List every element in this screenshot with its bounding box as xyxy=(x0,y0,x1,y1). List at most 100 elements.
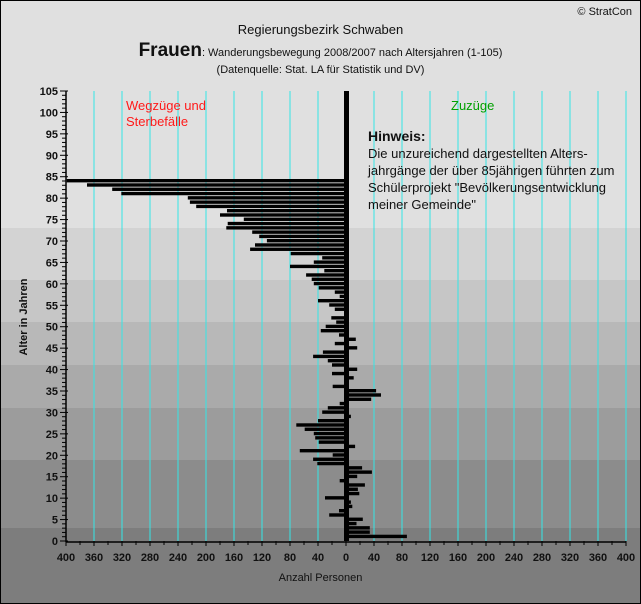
bar-wegzuege xyxy=(332,371,346,376)
x-axis-label: Anzahl Personen xyxy=(278,572,363,584)
bar-wegzuege xyxy=(296,423,346,427)
y-tick-label: 55 xyxy=(46,300,58,312)
x-tick-label: 280 xyxy=(533,552,551,564)
note-box: Hinweis: Die unzureichend dargestellten … xyxy=(368,128,628,213)
y-tick-label: 70 xyxy=(46,236,58,248)
bar-wegzuege xyxy=(322,350,346,354)
bar-wegzuege xyxy=(313,281,346,286)
x-tick-label: 0 xyxy=(343,552,349,564)
bar-wegzuege xyxy=(325,324,346,329)
bar-wegzuege xyxy=(252,230,346,234)
x-tick-label: 320 xyxy=(113,552,131,564)
y-tick-label: 40 xyxy=(46,365,58,377)
y-tick-label: 0 xyxy=(52,536,58,548)
x-tick-label: 120 xyxy=(253,552,271,564)
bar-wegzuege xyxy=(227,209,346,213)
subtitle-description: : Wanderungsbewegung 2008/2007 nach Alte… xyxy=(201,47,503,59)
zero-axis xyxy=(344,91,349,541)
bar-wegzuege xyxy=(317,461,346,466)
bar-wegzuege xyxy=(331,316,346,320)
bar-wegzuege xyxy=(226,226,346,230)
y-tick-label: 85 xyxy=(46,172,58,184)
x-tick-label: 240 xyxy=(505,552,523,564)
bar-zuzuege xyxy=(346,346,358,350)
bar-wegzuege xyxy=(324,269,346,273)
x-tick-label: 120 xyxy=(421,552,439,564)
bar-wegzuege xyxy=(334,290,346,294)
bar-zuzuege xyxy=(346,521,357,526)
bar-zuzuege xyxy=(346,483,365,487)
chart-subtitle: Frauen: Wanderungsbewegung 2008/2007 nac… xyxy=(1,40,640,62)
y-tick-label: 105 xyxy=(40,86,58,98)
x-tick-label: 40 xyxy=(312,552,324,564)
gridlines xyxy=(93,91,627,541)
bar-wegzuege xyxy=(339,509,346,513)
bar-wegzuege xyxy=(339,333,346,337)
bar-zuzuege xyxy=(346,517,363,521)
bar-wegzuege xyxy=(227,221,346,226)
bar-zuzuege xyxy=(346,526,370,530)
bar-wegzuege xyxy=(327,359,346,363)
age-band xyxy=(1,528,640,603)
bar-zuzuege xyxy=(346,470,372,474)
bar-wegzuege xyxy=(339,479,346,483)
chart-title: Regierungsbezirk Schwaben xyxy=(237,22,404,37)
x-tick-label: 80 xyxy=(284,552,296,564)
bar-wegzuege xyxy=(66,179,346,183)
bar-zuzuege xyxy=(346,444,356,449)
x-tick-label: 360 xyxy=(589,552,607,564)
y-tick-label: 80 xyxy=(46,193,58,205)
y-axis-label: Alter in Jahren xyxy=(18,278,30,356)
x-tick-label: 280 xyxy=(141,552,159,564)
bar-wegzuege xyxy=(196,204,346,209)
bar-zuzuege xyxy=(346,397,372,401)
bar-zuzuege xyxy=(346,534,407,539)
bar-wegzuege xyxy=(290,264,346,269)
bar-wegzuege xyxy=(322,256,346,260)
y-tick-label: 30 xyxy=(46,407,58,419)
bar-wegzuege xyxy=(332,384,346,389)
x-tick-label: 160 xyxy=(449,552,467,564)
note-text: Die unzureichend dargestellten Alters-ja… xyxy=(368,146,615,212)
y-tick-label: 15 xyxy=(46,472,58,484)
bar-wegzuege xyxy=(313,431,346,436)
y-tick-label: 5 xyxy=(52,515,58,527)
bar-wegzuege xyxy=(318,419,346,423)
bar-wegzuege xyxy=(243,217,346,221)
bar-wegzuege xyxy=(339,294,346,299)
x-tick-label: 200 xyxy=(477,552,495,564)
bar-wegzuege xyxy=(339,401,346,406)
y-tick-label: 45 xyxy=(46,343,58,355)
bar-wegzuege xyxy=(318,286,346,290)
bar-wegzuege xyxy=(290,251,346,256)
bar-wegzuege xyxy=(220,213,346,217)
bar-wegzuege xyxy=(318,299,346,303)
bar-wegzuege xyxy=(250,247,346,251)
x-tick-label: 240 xyxy=(169,552,187,564)
bar-wegzuege xyxy=(304,427,346,431)
note-title: Hinweis: xyxy=(368,128,426,144)
bar-wegzuege xyxy=(332,453,346,457)
age-band xyxy=(1,322,640,366)
bar-wegzuege xyxy=(121,191,346,196)
bar-wegzuege xyxy=(259,234,346,239)
bar-wegzuege xyxy=(334,341,346,346)
y-tick-label: 50 xyxy=(46,322,58,334)
left-side-label: Wegzüge und Sterbefälle xyxy=(126,98,206,129)
bar-zuzuege xyxy=(346,367,358,371)
x-tick-label: 360 xyxy=(85,552,103,564)
bar-zuzuege xyxy=(346,474,358,479)
x-tick-label: 200 xyxy=(197,552,215,564)
bars xyxy=(66,179,407,539)
bar-zuzuege xyxy=(346,376,354,380)
bar-zuzuege xyxy=(346,504,353,509)
bar-wegzuege xyxy=(313,457,346,461)
bar-zuzuege xyxy=(346,393,381,397)
y-tick-label: 75 xyxy=(46,215,58,227)
bar-wegzuege xyxy=(329,303,346,307)
x-tick-label: 400 xyxy=(57,552,75,564)
bar-wegzuege xyxy=(112,187,346,191)
data-source: (Datenquelle: Stat. LA für Statistik und… xyxy=(216,64,425,76)
